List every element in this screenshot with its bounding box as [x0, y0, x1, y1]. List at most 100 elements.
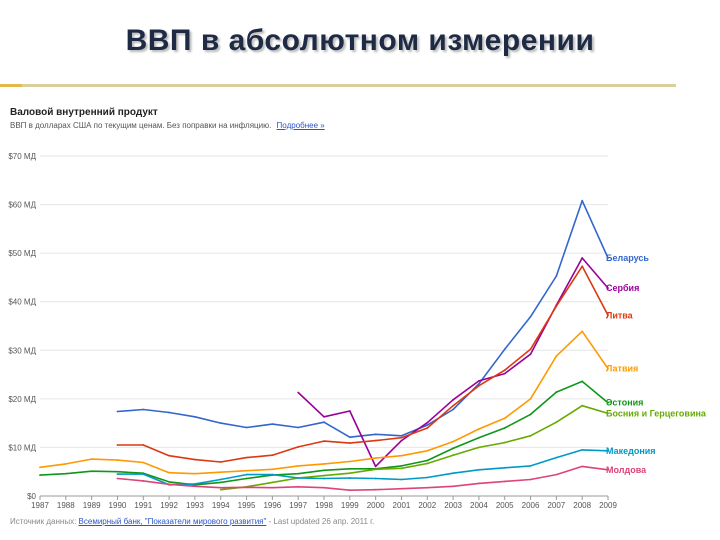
data-point — [116, 410, 119, 413]
data-point — [271, 486, 274, 489]
data-point — [607, 287, 609, 290]
data-point — [503, 348, 506, 351]
series-line-8 — [117, 465, 609, 491]
data-point — [194, 458, 196, 461]
x-tick-label: 2004 — [470, 501, 488, 510]
y-tick-label: $40 МД — [8, 298, 36, 307]
data-point — [348, 442, 351, 444]
data-point — [400, 434, 403, 437]
data-point — [529, 464, 532, 467]
data-point — [374, 488, 377, 491]
data-point — [478, 482, 480, 485]
source-link[interactable]: Всемирный банк, "Показатели мирового раз… — [78, 517, 267, 526]
legend-label-2: Сербия — [606, 283, 639, 293]
data-point — [64, 463, 67, 465]
data-point — [607, 314, 609, 317]
data-point — [503, 441, 506, 444]
data-point — [348, 460, 351, 463]
data-point — [142, 473, 145, 476]
more-details-link[interactable]: Подробнее » — [276, 121, 325, 130]
data-point — [400, 439, 403, 442]
data-point — [245, 426, 248, 429]
data-point — [245, 456, 248, 459]
data-point — [219, 471, 222, 474]
data-point — [400, 464, 403, 467]
axis-layer: $0 $10 МД $20 МД $30 МД $40 МД $50 МД $60 МД $7… — [8, 152, 617, 510]
data-point — [529, 348, 532, 351]
data-point — [426, 424, 429, 426]
data-point — [297, 426, 300, 429]
data-point — [607, 449, 609, 452]
data-point — [400, 487, 403, 490]
data-point — [581, 404, 584, 407]
data-point — [607, 367, 609, 370]
series-line-7 — [117, 449, 609, 486]
data-point — [529, 434, 532, 437]
data-point — [348, 410, 351, 412]
data-point — [323, 440, 325, 443]
data-point — [219, 478, 222, 481]
data-point — [555, 305, 558, 307]
data-point — [607, 468, 609, 471]
data-point — [116, 473, 119, 476]
data-point — [348, 489, 351, 492]
data-point — [555, 391, 558, 393]
data-point — [452, 440, 454, 443]
data-point — [400, 478, 403, 481]
data-point — [529, 353, 532, 356]
data-point — [297, 446, 300, 448]
x-tick-label: 1989 — [83, 501, 101, 510]
data-point — [400, 454, 403, 457]
data-point — [271, 481, 274, 484]
data-point — [116, 444, 119, 446]
data-point — [555, 421, 558, 424]
data-point — [142, 408, 145, 411]
data-point — [581, 448, 584, 451]
chart-title: Валовой внутренний продукт — [10, 107, 158, 118]
data-point — [323, 477, 325, 480]
x-tick-label: 1993 — [186, 501, 204, 510]
x-tick-label: 2000 — [367, 501, 385, 510]
data-point — [323, 421, 325, 424]
x-tick-label: 1997 — [289, 501, 307, 510]
data-point — [607, 401, 609, 404]
data-point — [297, 464, 300, 467]
data-point — [168, 483, 170, 486]
x-tick-label: 2001 — [393, 501, 411, 510]
x-tick-label: 1994 — [212, 501, 230, 510]
legend-label-6: Босния и Герцеговина — [606, 408, 707, 418]
data-point — [426, 462, 429, 465]
data-point — [478, 446, 480, 449]
data-point — [271, 423, 274, 426]
data-point — [297, 477, 300, 479]
data-point — [452, 472, 454, 475]
data-point — [581, 330, 584, 333]
data-point — [581, 265, 584, 268]
data-point — [478, 382, 480, 385]
x-tick-label: 2009 — [599, 501, 617, 510]
data-point — [168, 481, 170, 483]
data-point — [452, 454, 454, 457]
y-tick-label: $60 МД — [8, 201, 36, 210]
legend-label-7: Македония — [606, 446, 656, 456]
data-point — [503, 372, 506, 375]
x-tick-label: 1999 — [341, 501, 359, 510]
x-tick-label: 2008 — [573, 501, 591, 510]
data-point — [297, 472, 300, 475]
data-point — [374, 465, 377, 468]
data-point — [503, 480, 506, 483]
x-tick-label: 1991 — [134, 501, 152, 510]
y-tick-label: $70 МД — [8, 152, 36, 161]
series-line-5 — [39, 380, 609, 486]
source-prefix: Источник данных: — [10, 517, 79, 526]
x-tick-label: 1992 — [160, 501, 178, 510]
data-point — [529, 478, 532, 481]
data-point — [478, 436, 480, 439]
data-point — [581, 380, 584, 383]
y-tick-label: $0 — [27, 492, 36, 501]
data-point — [271, 473, 274, 476]
data-point — [271, 468, 274, 471]
data-point — [478, 428, 480, 430]
data-point — [426, 486, 429, 489]
